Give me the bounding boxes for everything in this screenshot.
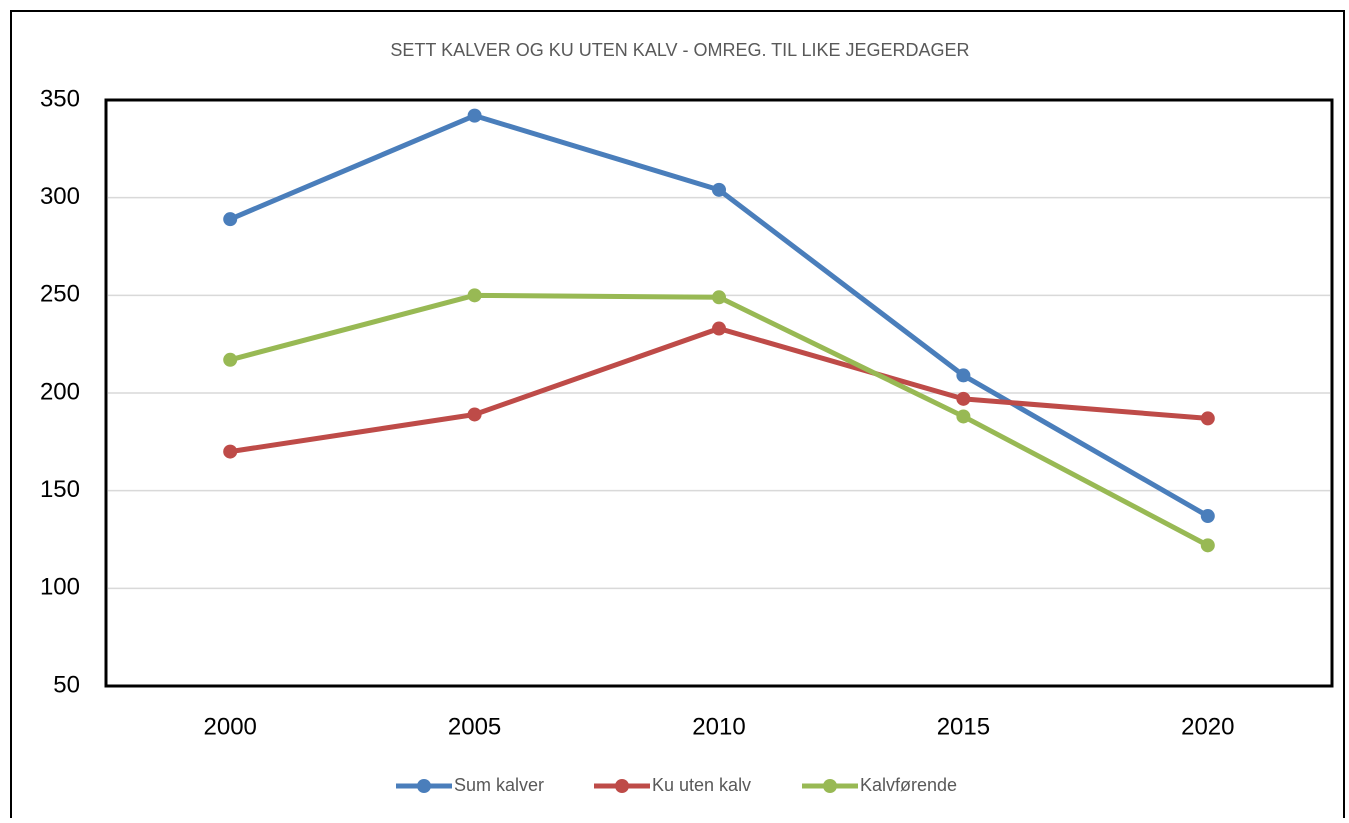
data-point <box>467 288 482 303</box>
data-point <box>712 290 726 305</box>
data-point <box>223 352 238 367</box>
data-point <box>467 407 482 422</box>
legend-marker <box>615 779 629 793</box>
data-point <box>467 108 482 123</box>
legend-label: Kalvførende <box>860 775 957 795</box>
plot-frame <box>104 98 1334 688</box>
data-point <box>223 444 238 459</box>
y-tick-label: 250 <box>40 281 80 308</box>
data-point <box>956 409 971 424</box>
y-tick-label: 350 <box>40 85 80 112</box>
y-tick-label: 50 <box>53 671 80 698</box>
y-tick-label: 200 <box>40 378 80 405</box>
x-tick-label: 2005 <box>448 713 501 740</box>
legend-label: Sum kalver <box>454 775 544 795</box>
chart-frame <box>10 10 1345 823</box>
x-tick-label: 2000 <box>204 713 257 740</box>
y-tick-label: 100 <box>40 574 80 601</box>
data-point <box>956 368 971 383</box>
data-point <box>712 321 726 336</box>
data-point <box>956 391 971 406</box>
x-tick-label: 2015 <box>937 713 990 740</box>
y-tick-label: 300 <box>40 183 80 210</box>
legend-label: Ku uten kalv <box>652 775 751 795</box>
data-point <box>1200 411 1215 426</box>
legend-marker <box>823 779 837 793</box>
y-tick-label: 150 <box>40 476 80 503</box>
x-tick-label: 2020 <box>1181 713 1234 740</box>
data-point <box>223 212 238 227</box>
chart-title: SETT KALVER OG KU UTEN KALV - OMREG. TIL… <box>390 40 969 60</box>
legend-marker <box>417 779 431 793</box>
data-point <box>1200 509 1215 524</box>
data-point <box>712 182 726 197</box>
x-tick-label: 2010 <box>692 713 745 740</box>
data-point <box>1200 538 1215 553</box>
